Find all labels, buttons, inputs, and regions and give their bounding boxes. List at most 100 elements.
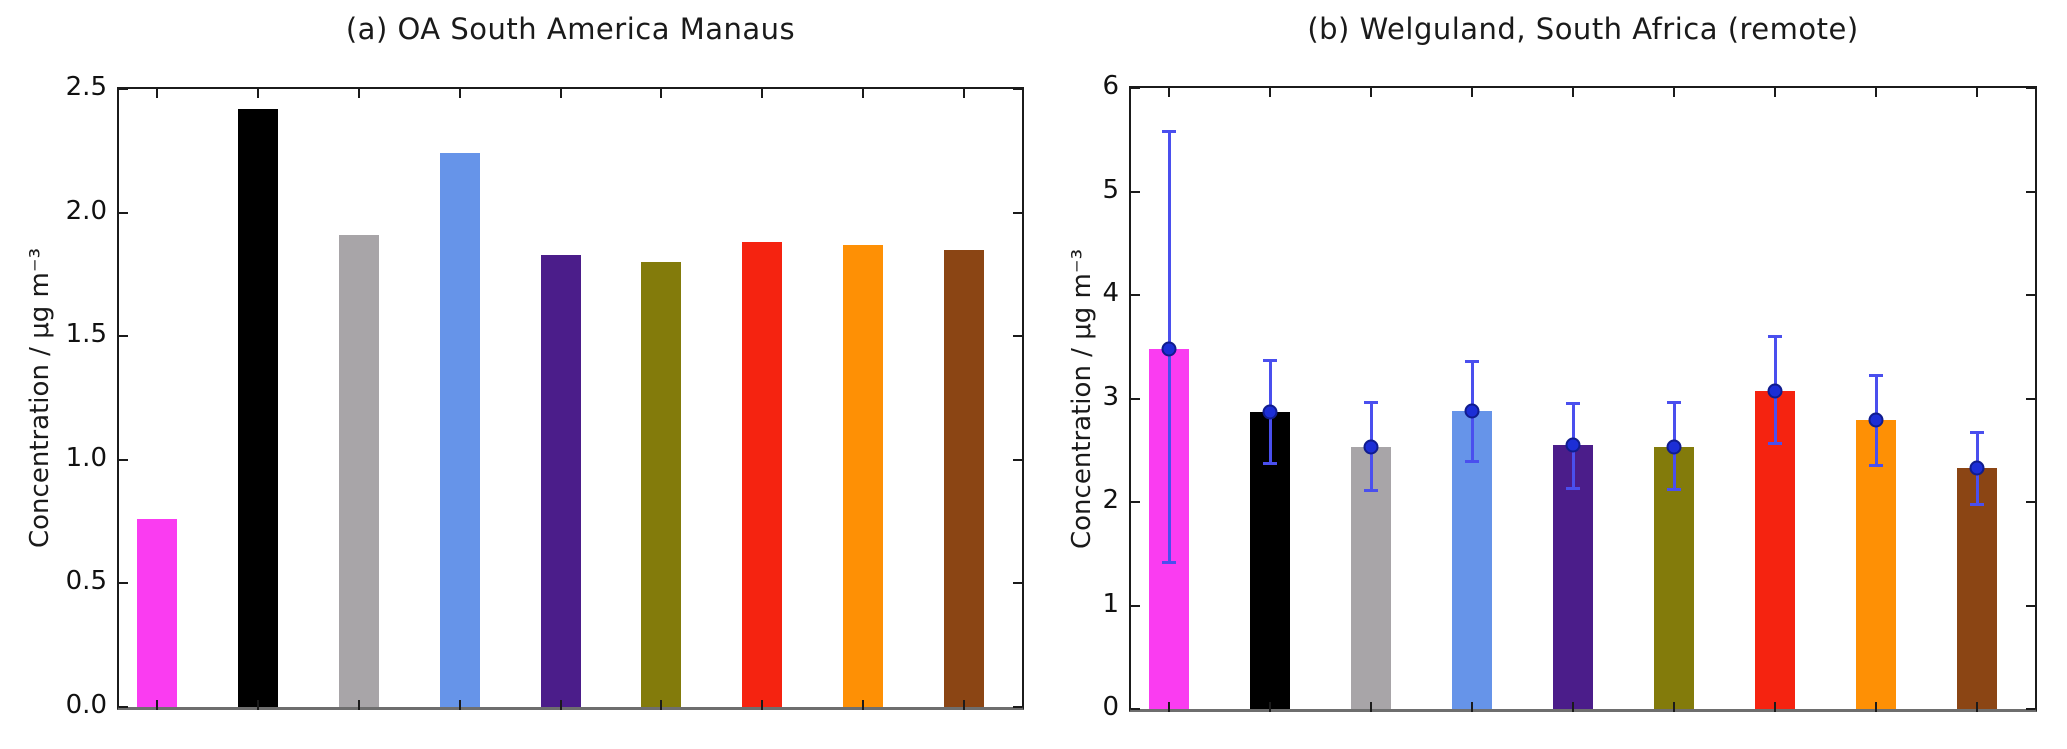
error-bar-cap-bottom — [1162, 561, 1176, 565]
x-axis-tick-mark — [357, 89, 360, 98]
x-axis-tick-mark — [1673, 88, 1675, 97]
ytick-label: 4 — [1102, 278, 1119, 308]
ytick-label: 6 — [1102, 71, 1119, 101]
ytick-label: 2.5 — [65, 72, 107, 102]
x-axis-tick-mark — [963, 89, 965, 98]
error-bar-cap-top — [1869, 373, 1883, 377]
x-axis-tick-mark — [1370, 88, 1372, 97]
x-axis-tick-mark — [761, 700, 764, 710]
error-bar-cap-bottom — [1263, 461, 1277, 465]
x-axis-tick-mark — [156, 89, 158, 98]
y-axis-tick-mark — [1131, 294, 1140, 296]
x-axis-tick-mark — [1168, 702, 1170, 712]
x-axis-tick-mark — [1875, 702, 1877, 712]
error-bar-cap-top — [1970, 430, 1984, 434]
error-bar-cap-bottom — [1566, 486, 1580, 490]
y-axis-tick-mark — [2026, 87, 2035, 89]
y-axis-tick-mark — [1013, 335, 1022, 338]
bar-red — [742, 242, 783, 707]
y-axis-tick-mark — [1131, 190, 1140, 193]
ytick-label: 1.0 — [65, 442, 107, 473]
y-axis-tick-mark — [1131, 397, 1140, 400]
x-axis-tick-mark — [1875, 88, 1877, 97]
ytick-label: 5 — [1102, 174, 1119, 205]
y-axis-tick-mark — [2026, 501, 2035, 503]
chart-a-title: (a) OA South America Manaus — [345, 12, 796, 46]
bar-orange — [1856, 420, 1896, 709]
y-axis-tick-mark — [1013, 211, 1022, 214]
bar-cornflower-blue — [439, 153, 480, 707]
chart-b-title: (b) Welguland, South Africa (remote) — [1307, 12, 1859, 46]
error-bar-cap-bottom — [1869, 463, 1883, 467]
ytick-label: 0.0 — [65, 690, 107, 720]
mean-marker-dot — [1363, 439, 1379, 455]
error-bar-cap-top — [1566, 401, 1580, 405]
bar-black — [237, 108, 278, 707]
ytick-label: 0.5 — [65, 566, 107, 597]
mean-marker-dot — [1868, 412, 1884, 428]
error-bar-cap-top — [1263, 359, 1277, 363]
x-axis-tick-mark — [1269, 88, 1271, 97]
y-axis-tick-mark — [2026, 708, 2035, 710]
y-axis-tick-mark — [1131, 87, 1140, 89]
x-axis-tick-mark — [458, 89, 461, 98]
chart-b-plot-area — [1129, 86, 2037, 712]
bar-gray — [338, 234, 379, 707]
y-axis-tick-mark — [1013, 582, 1022, 585]
mean-marker-dot — [1464, 403, 1480, 419]
ytick-label: 2.0 — [65, 195, 107, 226]
chart-b-ytick-labels: 0 1 2 3 4 5 6 — [1012, 73, 1119, 720]
x-axis-tick-mark — [660, 700, 663, 710]
y-axis-tick-mark — [1013, 458, 1022, 461]
y-axis-tick-mark — [1013, 706, 1022, 708]
x-axis-tick-mark — [660, 89, 663, 98]
error-bar-cap-bottom — [1465, 459, 1479, 463]
x-axis-tick-mark — [357, 700, 360, 710]
y-axis-tick-mark — [1131, 501, 1140, 503]
x-axis-tick-mark — [1168, 88, 1170, 97]
error-bar-cap-bottom — [1667, 487, 1681, 491]
error-bar-cap-bottom — [1970, 503, 1984, 507]
y-axis-tick-mark — [1131, 708, 1140, 710]
x-axis-tick-mark — [1673, 702, 1675, 712]
x-axis-tick-mark — [1471, 702, 1473, 712]
y-axis-tick-mark — [2026, 397, 2035, 400]
mean-marker-dot — [1666, 439, 1682, 455]
x-axis-tick-mark — [458, 700, 461, 710]
y-axis-tick-mark — [2026, 604, 2035, 607]
y-axis-tick-mark — [1131, 604, 1140, 607]
mean-marker-dot — [1161, 341, 1177, 357]
x-axis-tick-mark — [1572, 702, 1574, 712]
chart-a-ytick-labels: 0.0 0.5 1.0 1.5 2.0 2.5 — [0, 74, 107, 718]
mean-marker-dot — [1767, 383, 1783, 399]
error-bar-cap-top — [1465, 360, 1479, 364]
error-bar-cap-top — [1667, 400, 1681, 404]
ytick-label: 1.5 — [65, 319, 107, 350]
bar-orange — [843, 244, 884, 707]
bar-olive — [641, 262, 682, 707]
bar-brown — [944, 249, 984, 707]
ytick-label: 1 — [1102, 588, 1119, 619]
error-bar-cap-top — [1162, 130, 1176, 134]
error-bar-cap-top — [1364, 400, 1378, 404]
x-axis-tick-mark — [1269, 702, 1271, 712]
chart-a-plot-area — [117, 87, 1024, 710]
x-axis-tick-mark — [1774, 702, 1776, 712]
mean-marker-dot — [1969, 460, 1985, 476]
x-axis-tick-mark — [1774, 88, 1776, 97]
x-axis-tick-mark — [761, 89, 764, 98]
x-axis-tick-mark — [559, 89, 562, 98]
bar-dark-purple — [540, 254, 581, 707]
x-axis-tick-mark — [1976, 702, 1978, 712]
bar-brown — [1957, 467, 1997, 709]
y-axis-tick-mark — [2026, 294, 2035, 296]
y-axis-tick-mark — [119, 211, 128, 214]
bar-olive — [1654, 447, 1694, 709]
error-bar-cap-top — [1768, 335, 1782, 339]
x-axis-tick-mark — [256, 700, 259, 710]
bar-magenta — [137, 519, 177, 707]
x-axis-tick-mark — [1471, 88, 1473, 97]
error-bar-cap-bottom — [1364, 488, 1378, 492]
x-axis-tick-mark — [156, 700, 158, 710]
